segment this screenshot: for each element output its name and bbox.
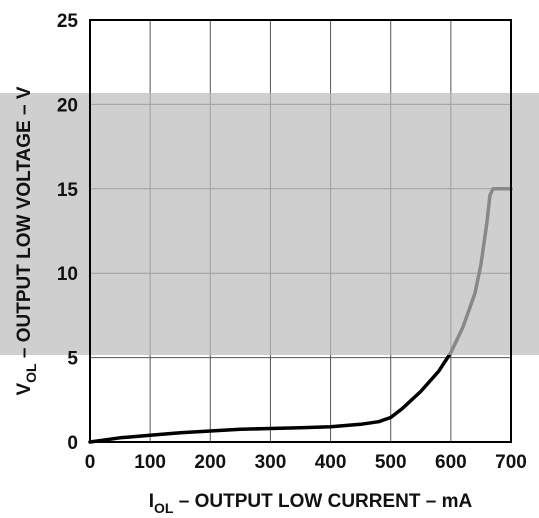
y-tick-label: 25	[57, 11, 79, 32]
x-tick-label: 700	[495, 452, 527, 473]
y-axis-title-sub: OL	[23, 363, 39, 383]
y-axis-title-main: V	[14, 383, 35, 396]
x-axis-title: IOL – OUTPUT LOW CURRENT – mA	[149, 491, 473, 516]
y-axis-title: VOL – OUTPUT LOW VOLTAGE – V	[14, 86, 39, 395]
x-tick-label: 500	[375, 452, 407, 473]
x-tick-label: 200	[194, 452, 226, 473]
y-tick-labels: 0 5 10 15 20 25	[57, 11, 79, 454]
y-tick-label: 0	[67, 433, 78, 454]
y-tick-label: 10	[57, 264, 78, 285]
x-tick-label: 0	[85, 452, 96, 473]
x-tick-label: 300	[255, 452, 287, 473]
x-axis-title-main: I	[149, 491, 154, 512]
y-axis-title-rest: – OUTPUT LOW VOLTAGE – V	[14, 86, 35, 363]
x-tick-label: 600	[435, 452, 467, 473]
gray-overlay	[0, 93, 539, 355]
plot-frame	[89, 19, 512, 443]
x-axis-title-sub: OL	[154, 500, 174, 516]
y-tick-label: 20	[57, 95, 78, 116]
x-tick-labels: 0 100 200 300 400 500 600 700	[85, 452, 527, 473]
y-tick-label: 5	[67, 349, 78, 370]
y-tick-label: 15	[57, 180, 79, 201]
x-tick-label: 400	[315, 452, 347, 473]
x-tick-label: 100	[134, 452, 166, 473]
x-axis-title-rest: – OUTPUT LOW CURRENT – mA	[174, 491, 473, 512]
